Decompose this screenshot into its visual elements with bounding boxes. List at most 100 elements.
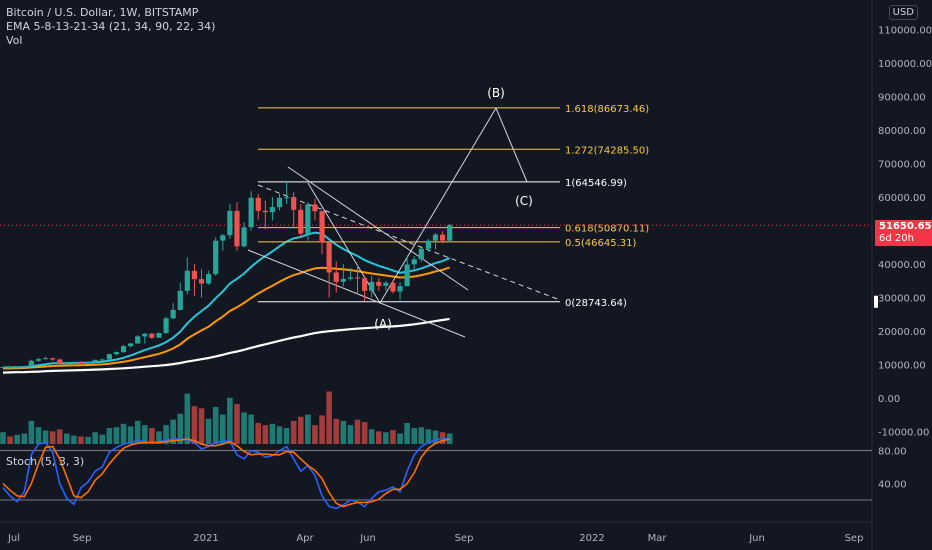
price-axis-label: 80000.00: [878, 126, 926, 137]
candle-body: [42, 358, 49, 360]
stoch-d-line: [2, 438, 450, 508]
candle-body: [99, 359, 105, 361]
price-axis-label: 70000.00: [878, 160, 926, 171]
volume-bar: [14, 434, 20, 444]
wave-label: (C): [515, 194, 533, 208]
wave-label: (B): [487, 86, 505, 100]
volume-bar: [49, 431, 56, 444]
volume-bar: [347, 425, 354, 444]
candle-body: [113, 352, 120, 355]
candle-body: [241, 227, 247, 247]
volume-bar: [383, 432, 389, 444]
volume-bar: [205, 418, 212, 444]
volume-bar: [156, 431, 162, 444]
candle-body: [376, 281, 382, 286]
volume-bar: [248, 414, 254, 444]
symbol-title[interactable]: Bitcoin / U.S. Dollar, 1W, BITSTAMP: [6, 6, 199, 19]
fib-level-label: 0(28743.64): [565, 298, 627, 309]
time-axis-label: 2021: [193, 533, 218, 544]
stoch-legend[interactable]: Stoch (5, 3, 3): [6, 455, 85, 468]
volume-bar: [368, 429, 375, 444]
candle-body: [418, 248, 424, 260]
time-axis-label: Sep: [845, 533, 864, 544]
volume-bar: [432, 430, 439, 444]
candle-body: [0, 367, 6, 369]
candle-body: [163, 318, 169, 334]
volume-bar: [411, 428, 418, 444]
ema-legend[interactable]: EMA 5-8-13-21-34 (21, 34, 90, 22, 34): [6, 20, 216, 33]
candle-body: [319, 211, 325, 243]
volume-bar: [7, 436, 13, 444]
stoch-axis-label: 40.00: [878, 480, 907, 491]
price-axis-label: 110000.00: [878, 26, 932, 37]
ema-slow-line: [2, 317, 450, 374]
price-axis-label: 30000.00: [878, 294, 926, 305]
time-axis[interactable]: Jul Sep 2021 Apr Jun Sep 2022 Mar Jun Sep: [7, 533, 863, 544]
grid: [0, 0, 873, 550]
volume-bar: [404, 423, 410, 444]
candle-body: [149, 333, 155, 338]
volume-bar: [149, 428, 155, 444]
fib-level-label: 1(64546.99): [565, 178, 627, 189]
candle-body: [340, 278, 346, 282]
candle-body: [177, 290, 183, 310]
channel-upper-line: [287, 166, 469, 291]
volume-bar: [425, 429, 432, 444]
last-price-value: 51650.65: [879, 221, 932, 232]
volume-bar: [390, 430, 396, 444]
candle-body: [291, 197, 297, 210]
price-axis-label: 0.00: [878, 394, 900, 405]
candle-body: [276, 197, 283, 208]
candle-body: [425, 240, 431, 249]
volume-bar: [418, 427, 425, 444]
volume-bar: [85, 436, 91, 444]
volume-bar: [340, 420, 347, 444]
candle-body: [439, 234, 446, 241]
fib-level-label: 0.5(46645.31): [565, 238, 637, 249]
stoch-pane: [0, 437, 872, 510]
candle-body: [284, 197, 290, 199]
volume-bar: [64, 433, 70, 444]
candle-body: [354, 277, 361, 279]
volume-bar: [333, 418, 340, 444]
candle-body: [170, 309, 176, 319]
time-axis-label: Sep: [455, 533, 474, 544]
fib-level-label: 1.272(74285.50): [565, 145, 649, 156]
candle-body: [7, 367, 13, 369]
volume-bar: [241, 412, 247, 444]
channel-lower-line: [247, 249, 466, 338]
candle-body: [347, 277, 354, 279]
candle-body: [142, 333, 148, 337]
volume-bar: [127, 426, 134, 444]
currency-button[interactable]: USD: [888, 5, 918, 20]
volume-bar: [170, 419, 176, 444]
candle-body: [85, 361, 91, 363]
candle-body: [312, 204, 318, 212]
candle-body: [397, 286, 403, 292]
candle-body: [383, 282, 389, 286]
volume-bar: [28, 420, 35, 444]
candle-body: [156, 333, 162, 338]
volume-bars: [0, 391, 453, 444]
vol-legend[interactable]: Vol: [6, 34, 23, 47]
candle-body: [71, 362, 77, 364]
volume-bar: [0, 432, 6, 444]
candle-body: [411, 259, 417, 265]
volume-bar: [120, 423, 127, 444]
candle-body: [198, 279, 205, 284]
volume-bar: [99, 434, 106, 444]
volume-bar: [106, 428, 113, 444]
volume-bar: [21, 433, 28, 444]
volume-bar: [212, 407, 219, 444]
volume-bar: [42, 430, 49, 444]
stoch-axis-label: 80.00: [878, 447, 907, 458]
volume-bar: [71, 435, 77, 444]
volume-bar: [227, 397, 233, 444]
volume-bar: [184, 393, 191, 444]
volume-bar: [177, 413, 184, 444]
candle-body: [106, 354, 112, 360]
chart-legend: Bitcoin / U.S. Dollar, 1W, BITSTAMP EMA …: [6, 6, 215, 48]
price-axis[interactable]: 110000.00 100000.00 90000.00 80000.00 70000.…: [874, 26, 932, 491]
candlesticks: [0, 181, 453, 369]
